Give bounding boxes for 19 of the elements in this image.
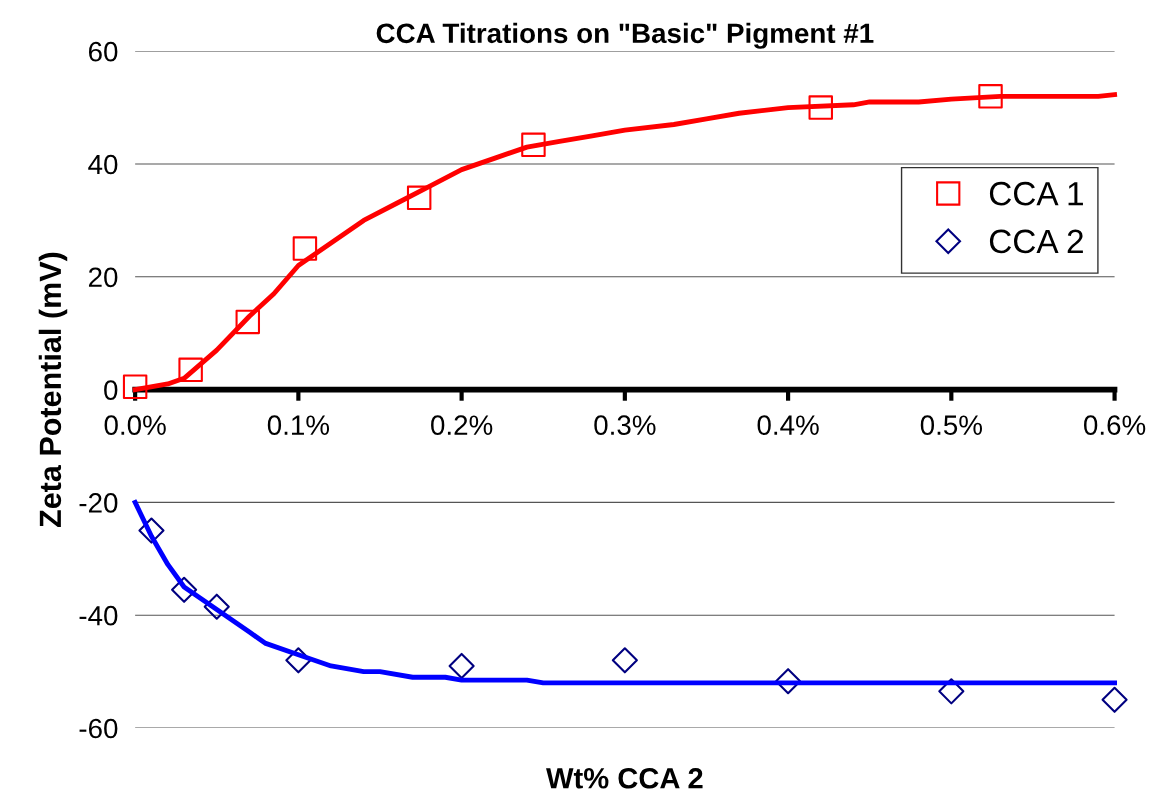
x-tick-label: 0.2%: [431, 415, 493, 435]
x-tick-label: 0.5%: [920, 415, 983, 435]
y-tick-label: 40: [88, 154, 118, 175]
x-tick-label: 0.1%: [267, 415, 330, 435]
y-axis-title: Zeta Potential (mV): [38, 252, 68, 528]
y-tick-label: -60: [79, 718, 118, 739]
x-tick-label: 0.4%: [757, 415, 819, 435]
x-tick-label: 0.6%: [1084, 415, 1146, 435]
x-tick-label: 0.3%: [594, 415, 656, 435]
y-tick-label: -20: [79, 493, 118, 513]
y-tick-label: -40: [79, 605, 118, 626]
x-tick-label: 0.0%: [104, 415, 166, 435]
x-axis-title: Wt% CCA 2: [546, 767, 703, 789]
legend-label: CCA 2: [989, 229, 1083, 254]
y-tick-label: 20: [88, 267, 118, 288]
y-tick-label: 0: [104, 380, 118, 400]
chart-title: CCA Titrations on "Basic" Pigment #1: [376, 22, 874, 49]
legend-label: CCA 1: [989, 181, 1083, 206]
y-tick-label: 60: [88, 41, 118, 62]
